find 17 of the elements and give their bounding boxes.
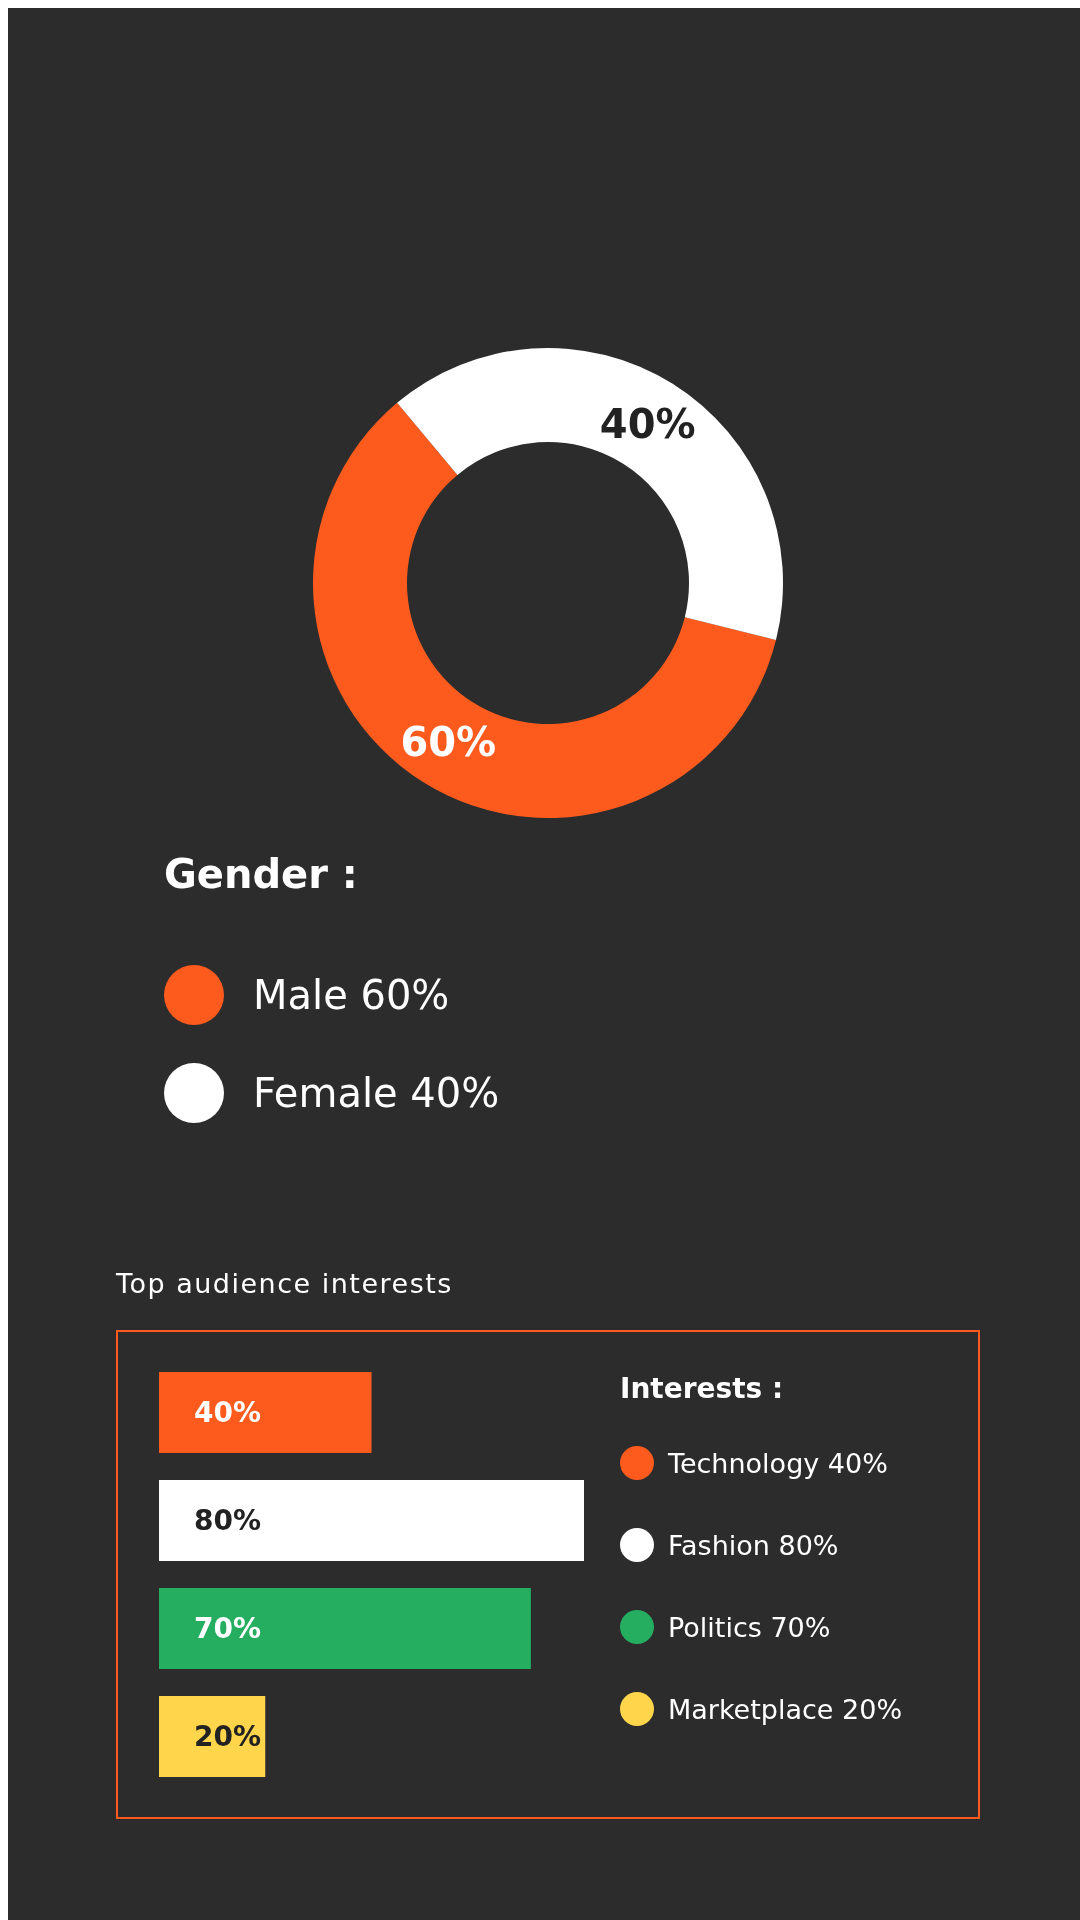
donut-slice <box>313 402 776 818</box>
legend-title: Gender : <box>164 851 358 897</box>
chart-title: Top audience interests <box>115 1268 453 1299</box>
legend-label: Technology 40% <box>667 1447 888 1479</box>
data-label: 40% <box>194 1396 262 1429</box>
legend-label: Male 60% <box>253 972 450 1018</box>
legend-label: Female 40% <box>253 1070 500 1116</box>
data-label: 70% <box>194 1612 262 1645</box>
data-label: 40% <box>599 400 696 447</box>
data-label: 20% <box>194 1720 262 1753</box>
legend-label: Marketplace 20% <box>668 1693 903 1725</box>
legend-label: Fashion 80% <box>668 1529 839 1561</box>
legend-title: Interests : <box>620 1372 784 1405</box>
data-label: 80% <box>194 1504 262 1537</box>
legend-label: Politics 70% <box>668 1611 831 1643</box>
data-label: 60% <box>400 719 497 766</box>
donut-slice <box>397 348 783 641</box>
